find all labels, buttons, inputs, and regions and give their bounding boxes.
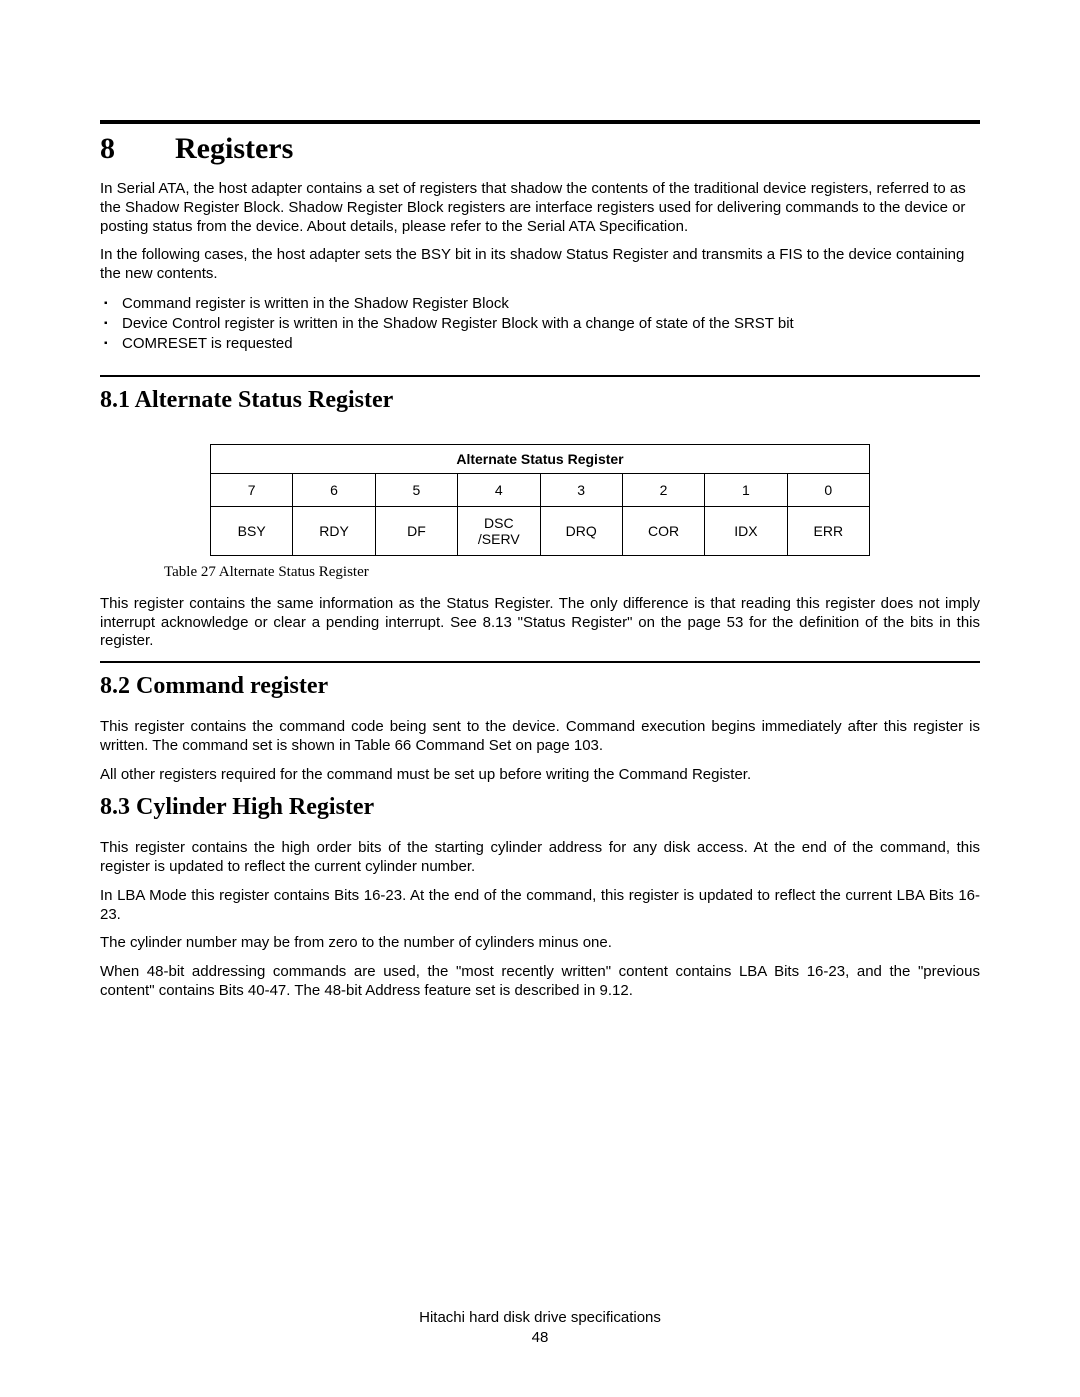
- chapter-heading: 8 Registers: [100, 132, 980, 166]
- section-8-3-paragraph-4: When 48-bit addressing commands are used…: [100, 963, 980, 1001]
- table-cell: DRQ: [540, 506, 622, 555]
- table-cell: ERR: [787, 506, 869, 555]
- section-8-3-paragraph-2: In LBA Mode this register contains Bits …: [100, 887, 980, 925]
- table-cell: DF: [375, 506, 457, 555]
- document-page: 8 Registers In Serial ATA, the host adap…: [0, 0, 1080, 1397]
- intro-bullet-list: Command register is written in the Shado…: [100, 294, 980, 355]
- table-row-bit-numbers: 7 6 5 4 3 2 1 0: [211, 473, 870, 506]
- list-item: COMRESET is requested: [122, 334, 980, 354]
- table-cell: COR: [622, 506, 704, 555]
- table-cell: DSC/SERV: [458, 506, 540, 555]
- table-cell: BSY: [211, 506, 293, 555]
- section-8-1-paragraph: This register contains the same informat…: [100, 595, 980, 651]
- intro-paragraph-2: In the following cases, the host adapter…: [100, 246, 980, 284]
- footer-page-number: 48: [0, 1328, 1080, 1348]
- chapter-title: Registers: [175, 132, 293, 166]
- section-8-2-paragraph-1: This register contains the command code …: [100, 718, 980, 756]
- table-cell: 4: [458, 473, 540, 506]
- table-row-bit-names: BSY RDY DF DSC/SERV DRQ COR IDX ERR: [211, 506, 870, 555]
- section-8-3-paragraph-3: The cylinder number may be from zero to …: [100, 934, 980, 953]
- table-cell: 5: [375, 473, 457, 506]
- section-8-3-heading: 8.3 Cylinder High Register: [100, 794, 980, 821]
- section-8-2-paragraph-2: All other registers required for the com…: [100, 766, 980, 785]
- section-8-1-heading: 8.1 Alternate Status Register: [100, 387, 980, 414]
- table-cell: RDY: [293, 506, 375, 555]
- table-cell: 0: [787, 473, 869, 506]
- table-cell: 1: [705, 473, 787, 506]
- table-title: Alternate Status Register: [211, 444, 870, 473]
- table-27-caption: Table 27 Alternate Status Register: [164, 564, 980, 581]
- table-cell: 3: [540, 473, 622, 506]
- section-8-2-heading: 8.2 Command register: [100, 673, 980, 700]
- alternate-status-register-table: Alternate Status Register 7 6 5 4 3 2 1 …: [210, 444, 870, 556]
- table-cell: 7: [211, 473, 293, 506]
- table-cell: 2: [622, 473, 704, 506]
- section-rule: [100, 375, 980, 377]
- list-item: Device Control register is written in th…: [122, 314, 980, 334]
- table-cell: IDX: [705, 506, 787, 555]
- footer-line-1: Hitachi hard disk drive specifications: [0, 1308, 1080, 1328]
- section-8-3-paragraph-1: This register contains the high order bi…: [100, 839, 980, 877]
- table-cell: 6: [293, 473, 375, 506]
- list-item: Command register is written in the Shado…: [122, 294, 980, 314]
- section-rule: [100, 661, 980, 663]
- chapter-top-rule: [100, 120, 980, 124]
- chapter-number: 8: [100, 132, 115, 166]
- page-footer: Hitachi hard disk drive specifications 4…: [0, 1308, 1080, 1347]
- intro-paragraph-1: In Serial ATA, the host adapter contains…: [100, 180, 980, 236]
